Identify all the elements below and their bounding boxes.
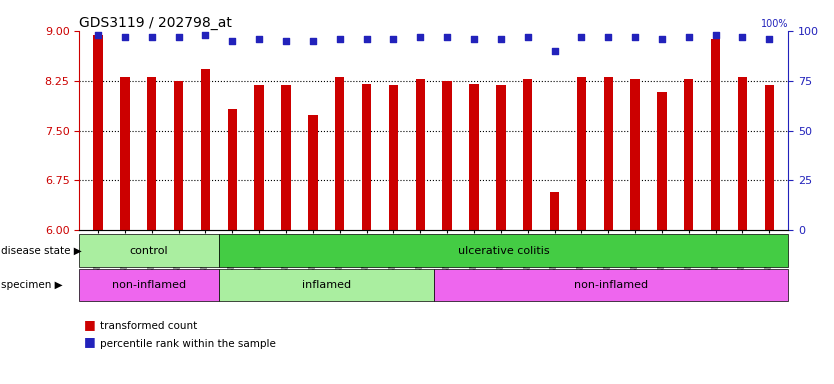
Point <box>548 48 561 54</box>
Point <box>333 36 346 42</box>
Point <box>440 34 454 40</box>
Point <box>92 31 105 38</box>
Point <box>736 34 749 40</box>
Point <box>360 36 374 42</box>
Bar <box>684 79 694 230</box>
Point <box>253 36 266 42</box>
Text: specimen ▶: specimen ▶ <box>1 280 63 290</box>
Point <box>145 34 158 40</box>
Text: disease state ▶: disease state ▶ <box>1 245 82 256</box>
Bar <box>738 77 747 230</box>
Point <box>494 36 507 42</box>
Bar <box>470 84 479 230</box>
Bar <box>201 70 210 230</box>
Bar <box>79 269 219 301</box>
Bar <box>120 77 129 230</box>
Point <box>656 36 669 42</box>
Bar <box>550 192 560 230</box>
Bar <box>496 85 505 230</box>
Bar <box>335 77 344 230</box>
Bar <box>79 234 219 267</box>
Bar <box>228 109 237 230</box>
Bar <box>631 79 640 230</box>
Bar <box>254 84 264 230</box>
Text: GDS3119 / 202798_at: GDS3119 / 202798_at <box>78 16 231 30</box>
Bar <box>389 85 398 230</box>
Bar <box>657 92 666 230</box>
Bar <box>576 77 586 230</box>
Text: control: control <box>130 245 168 256</box>
Bar <box>765 84 774 230</box>
Point <box>118 34 132 40</box>
Point <box>387 36 400 42</box>
Point <box>279 38 293 44</box>
Bar <box>308 115 318 230</box>
Point <box>306 38 319 44</box>
Point <box>601 34 615 40</box>
Text: ulcerative colitis: ulcerative colitis <box>458 245 550 256</box>
Point <box>628 34 641 40</box>
Text: inflamed: inflamed <box>302 280 351 290</box>
Text: ■: ■ <box>83 335 95 348</box>
Bar <box>281 84 291 230</box>
Text: non-inflamed: non-inflamed <box>112 280 186 290</box>
Point <box>521 34 535 40</box>
Bar <box>93 35 103 230</box>
Point <box>709 31 722 38</box>
Point <box>682 34 696 40</box>
Point <box>414 34 427 40</box>
Point <box>226 38 239 44</box>
Bar <box>434 269 788 301</box>
Text: percentile rank within the sample: percentile rank within the sample <box>100 339 276 349</box>
Text: transformed count: transformed count <box>100 321 198 331</box>
Text: non-inflamed: non-inflamed <box>574 280 648 290</box>
Bar <box>173 81 183 230</box>
Bar <box>604 77 613 230</box>
Bar <box>147 77 157 230</box>
Point <box>467 36 480 42</box>
Point <box>762 36 776 42</box>
Bar <box>219 269 434 301</box>
Bar <box>415 79 425 230</box>
Bar <box>219 234 788 267</box>
Point <box>172 34 185 40</box>
Bar <box>711 40 721 230</box>
Text: 100%: 100% <box>761 19 788 29</box>
Bar <box>523 79 532 230</box>
Bar <box>442 81 452 230</box>
Point <box>575 34 588 40</box>
Text: ■: ■ <box>83 318 95 331</box>
Point <box>198 31 212 38</box>
Bar <box>362 84 371 230</box>
